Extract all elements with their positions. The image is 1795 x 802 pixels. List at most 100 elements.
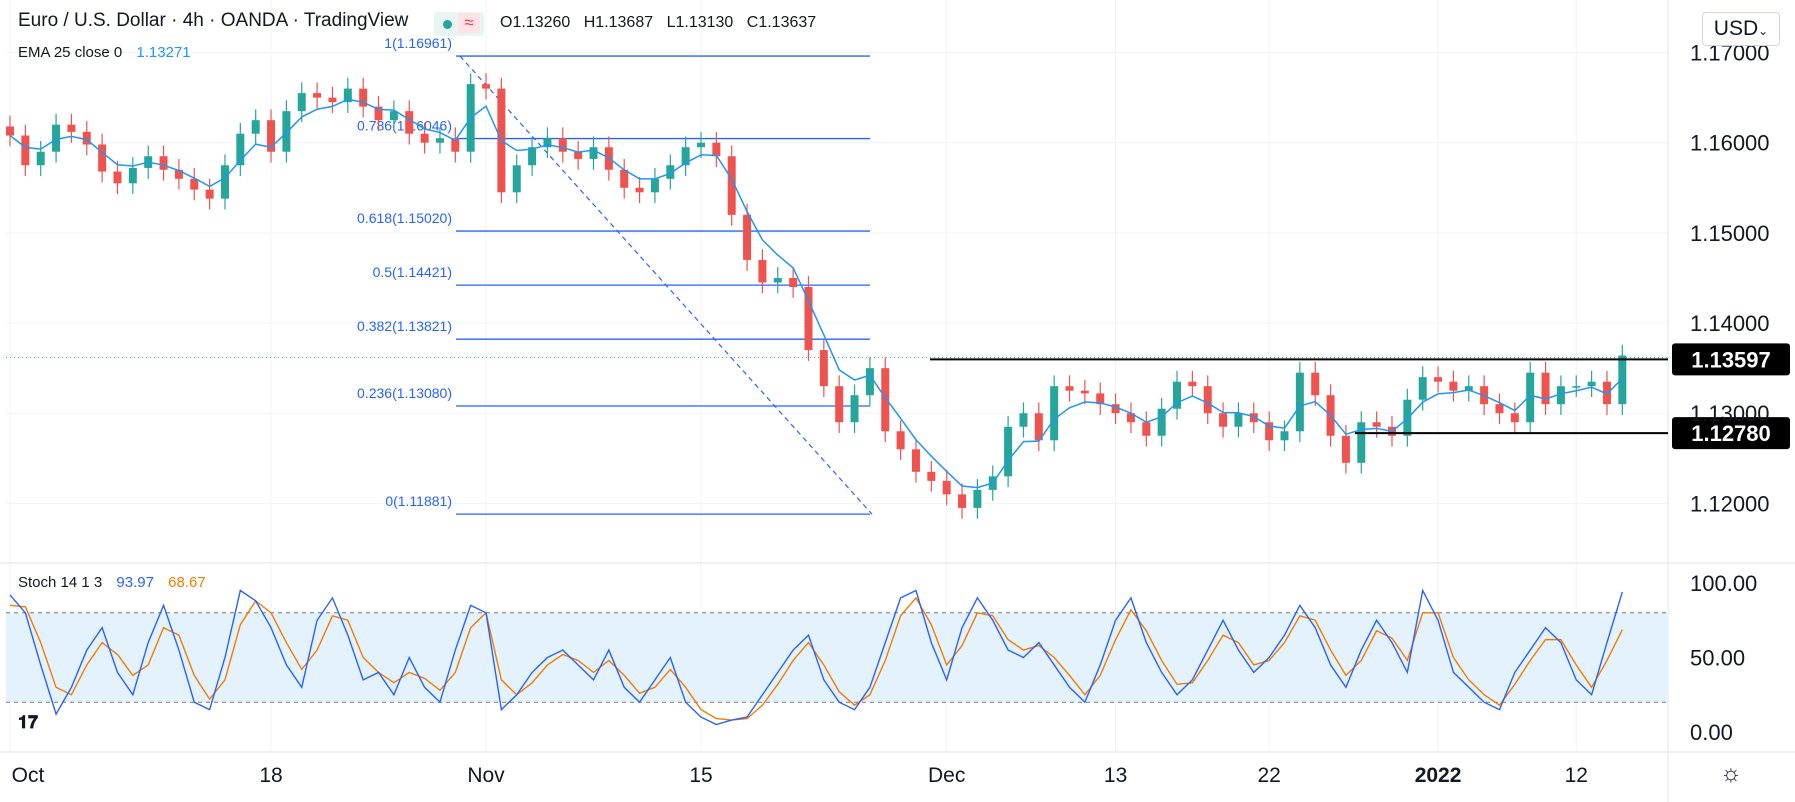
candle <box>1126 402 1135 434</box>
ema-legend[interactable]: EMA 25 close 0 1.13271 <box>18 44 191 61</box>
market-status-pill[interactable]: ≈ <box>434 12 484 36</box>
broker: OANDA <box>220 10 288 31</box>
tradingview-logo-icon[interactable]: 𝟏𝟕 <box>18 712 39 732</box>
stoch-d-value: 68.67 <box>168 574 206 591</box>
fib-trend-line <box>459 55 873 515</box>
currency-select[interactable]: USD⌄ <box>1702 12 1780 46</box>
candle-body <box>942 480 951 495</box>
candle-body <box>1295 372 1304 432</box>
ema-line <box>9 98 1623 489</box>
price-axis-label: 1.16000 <box>1690 131 1770 156</box>
candle <box>1142 411 1151 447</box>
stoch-legend[interactable]: Stoch 14 1 3 93.97 68.67 <box>18 574 206 591</box>
candle-body <box>681 147 690 166</box>
price-axis-label: 1.15000 <box>1690 221 1770 246</box>
candle <box>1173 370 1182 420</box>
candle <box>67 113 76 143</box>
candle <box>1357 411 1366 474</box>
candle <box>727 145 736 226</box>
candle-body <box>1618 355 1627 405</box>
chevron-down-icon: ⌄ <box>1758 24 1769 38</box>
candle-body <box>881 368 890 432</box>
resistance-price-tag <box>1672 343 1790 376</box>
candle-body <box>1019 413 1028 427</box>
candle <box>52 113 61 163</box>
candle-body <box>1142 422 1151 436</box>
candle <box>896 420 905 461</box>
candle <box>128 157 137 195</box>
candle-body <box>1157 408 1166 436</box>
candle <box>1096 382 1105 416</box>
candle <box>1111 393 1120 425</box>
time-axis-label: 18 <box>259 764 282 787</box>
candle <box>297 82 306 122</box>
candle-body <box>405 111 414 134</box>
candle-body <box>190 178 199 190</box>
candle-body <box>1188 381 1197 387</box>
stoch-axis-label: 50.00 <box>1690 646 1745 671</box>
candle <box>251 109 260 145</box>
candle-body <box>6 126 14 136</box>
candle <box>1618 344 1627 416</box>
fib-level-label: 0.5(1.14421) <box>373 264 452 280</box>
price-tag-label: 1.12780 <box>1691 421 1771 446</box>
price-axis-label: 1.12000 <box>1690 491 1770 516</box>
candle <box>650 167 659 204</box>
time-axis-label: 12 <box>1565 764 1588 787</box>
candle <box>1572 375 1581 398</box>
candle <box>282 100 291 163</box>
candle-body <box>696 142 705 148</box>
candle <box>543 127 552 159</box>
candle <box>681 136 690 177</box>
candle-body <box>1065 386 1074 391</box>
candle <box>1265 411 1274 452</box>
candle <box>958 483 967 519</box>
candle-body <box>850 395 859 423</box>
time-axis-label: Nov <box>467 764 505 787</box>
candle-body <box>374 106 383 121</box>
candle-body <box>835 386 844 423</box>
candle <box>865 357 874 407</box>
interval[interactable]: 4h <box>182 10 204 31</box>
candle <box>1510 402 1519 434</box>
candle-body <box>589 147 598 159</box>
candle-body <box>896 431 905 450</box>
candle <box>6 115 14 147</box>
candle-body <box>743 214 752 260</box>
candle-body <box>1434 377 1443 382</box>
candle-body <box>620 169 629 188</box>
candle-body <box>958 494 967 508</box>
candle <box>313 82 322 109</box>
symbol-title[interactable]: Euro / U.S. Dollar · 4h · OANDA · Tradin… <box>18 10 408 32</box>
candle-body <box>174 169 183 179</box>
candle-body <box>865 368 874 396</box>
price-axis-label: 1.13000 <box>1690 401 1770 426</box>
candle-body <box>113 171 122 184</box>
low-value: L1.13130 <box>666 14 734 31</box>
gear-icon[interactable]: ☼ <box>1720 760 1742 787</box>
candle <box>1019 402 1028 438</box>
candle <box>1188 370 1197 398</box>
candle-body <box>574 151 583 159</box>
stoch-k-value: 93.97 <box>116 574 154 591</box>
stoch-axis-label: 100.00 <box>1690 571 1757 596</box>
time-axis-label: 15 <box>689 764 712 787</box>
candle-body <box>420 133 429 143</box>
candle <box>113 160 122 195</box>
candle <box>1464 375 1473 402</box>
candle <box>1587 370 1596 398</box>
candle-body <box>1572 386 1581 388</box>
candle <box>1449 370 1458 402</box>
candle <box>574 140 583 170</box>
candle-body <box>236 133 245 166</box>
candle <box>881 357 890 443</box>
candle-body <box>635 187 644 193</box>
fib-level-label: 0.236(1.13080) <box>357 385 452 401</box>
candle <box>1034 402 1043 452</box>
candle <box>1418 366 1427 411</box>
candle-body <box>1096 393 1105 405</box>
candle <box>635 176 644 204</box>
candle-body <box>1510 413 1519 423</box>
candle <box>1495 393 1504 425</box>
